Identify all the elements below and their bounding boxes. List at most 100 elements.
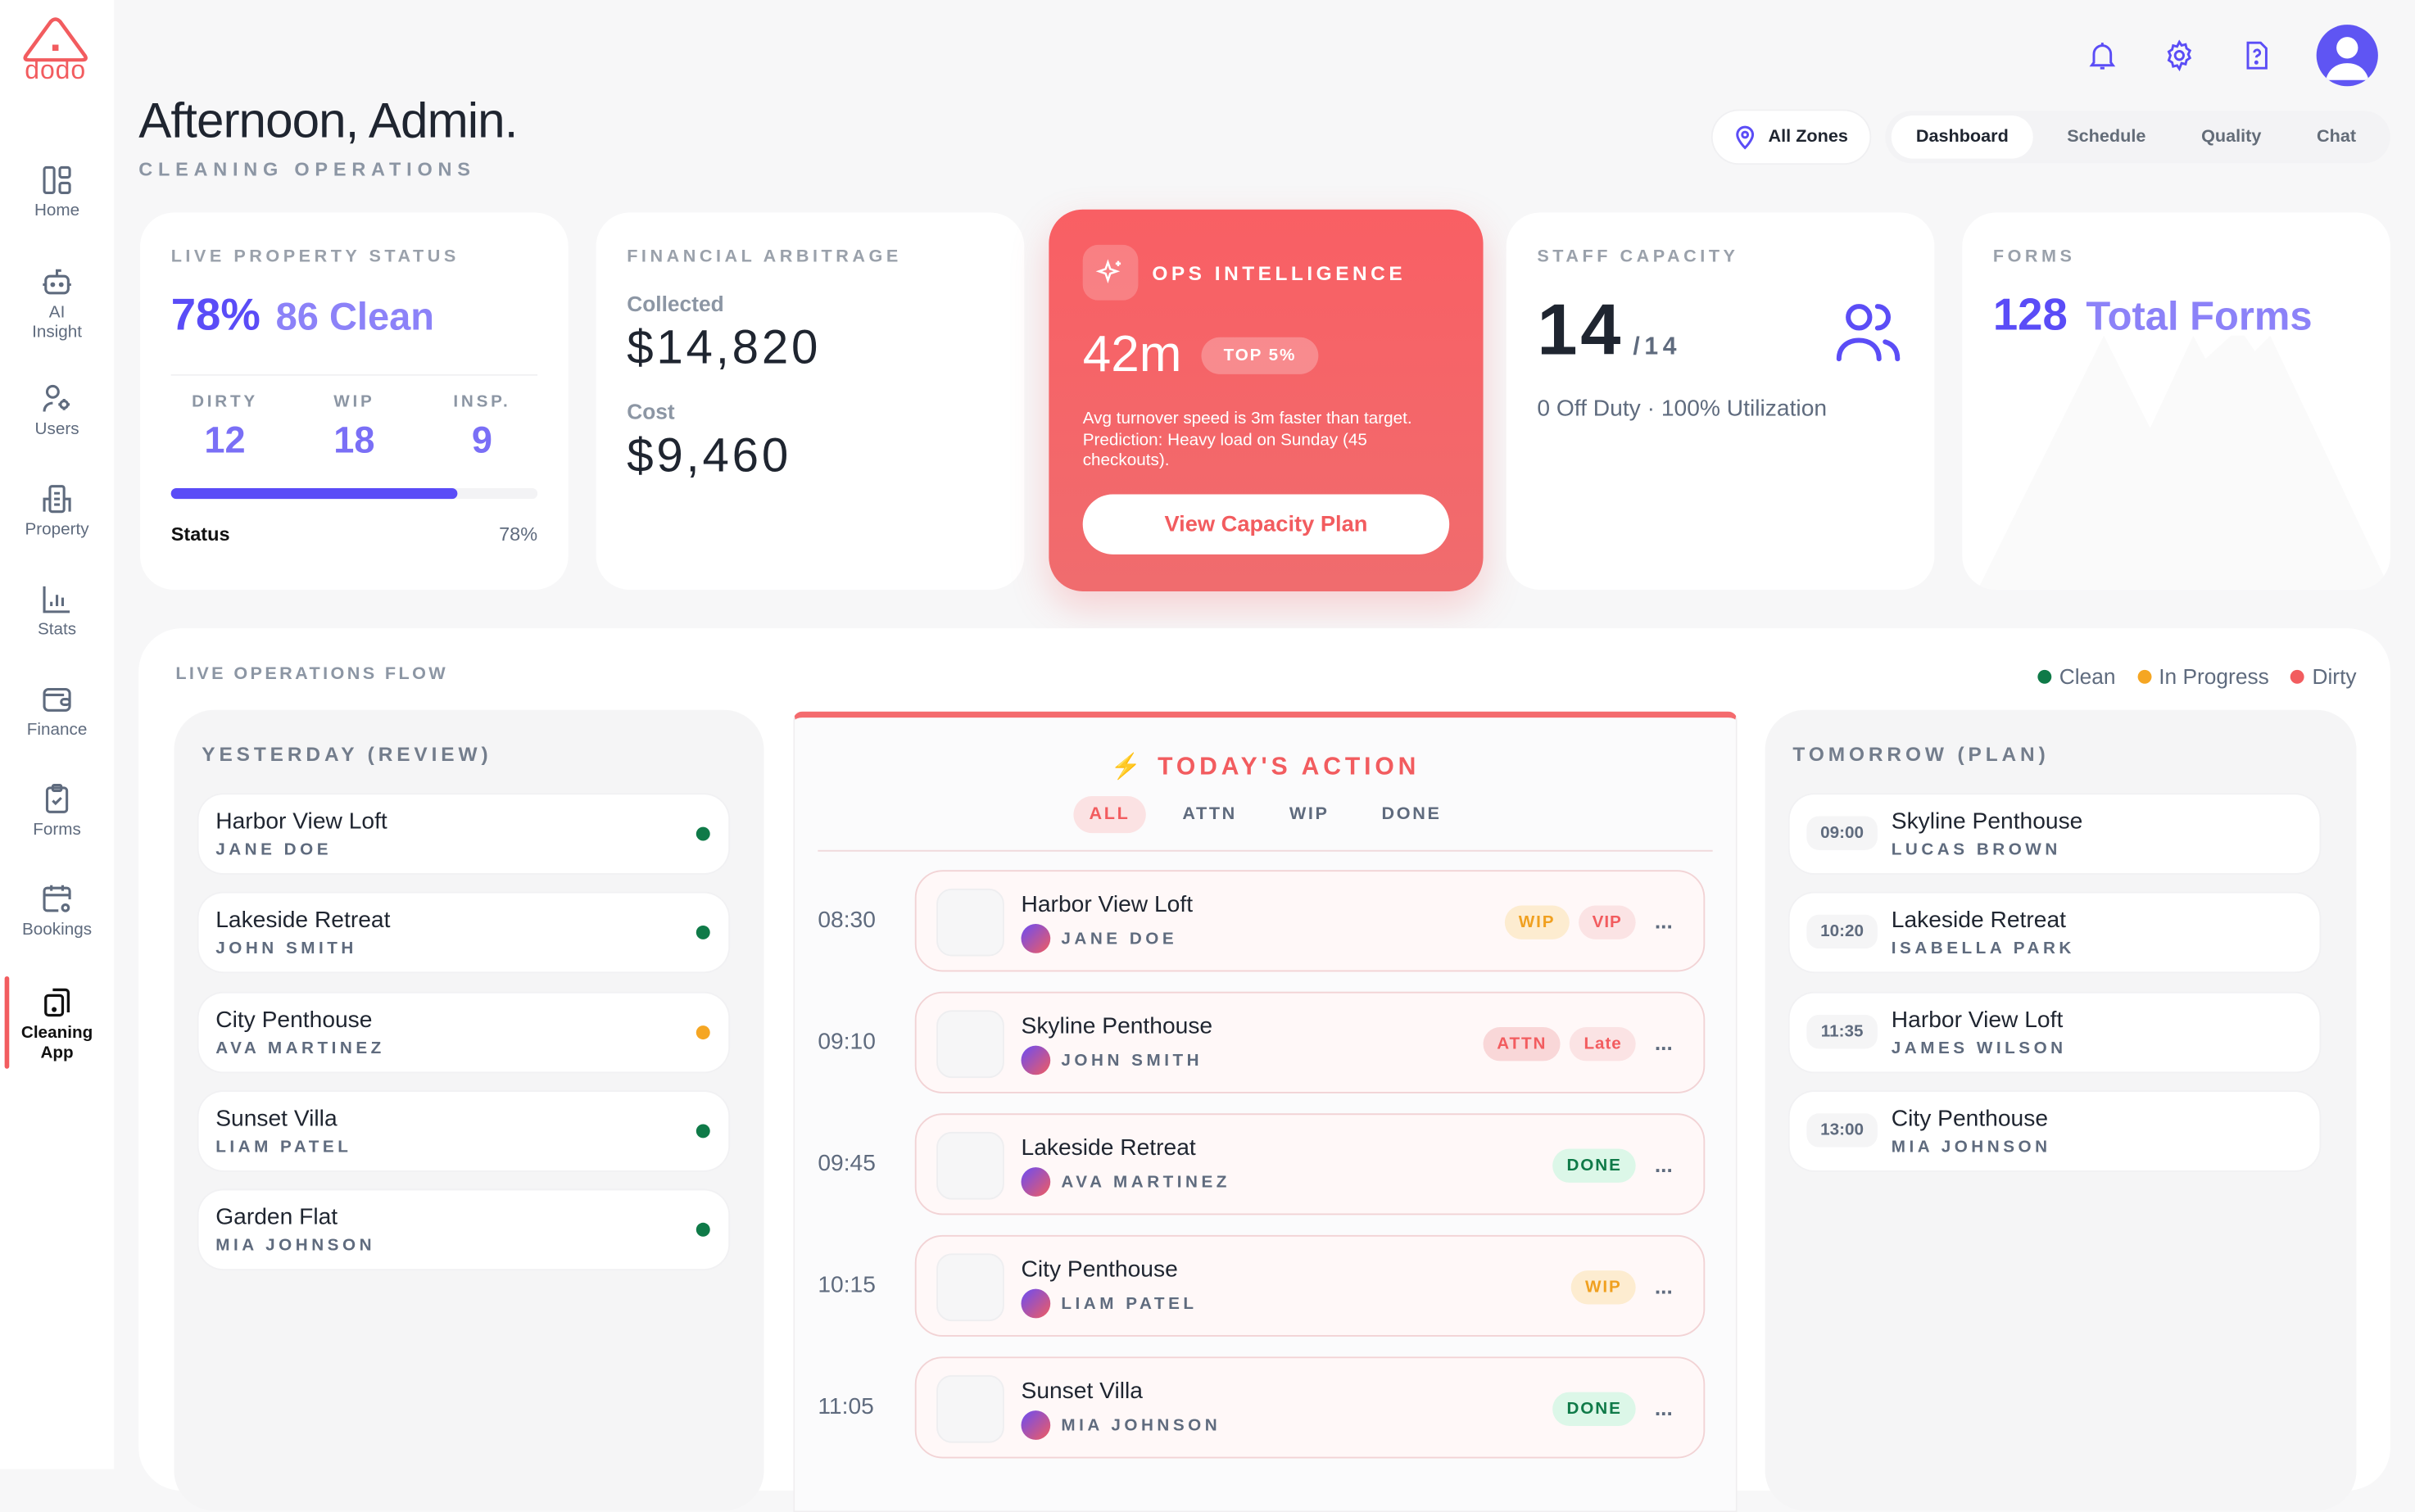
property-thumbnail	[936, 1131, 1004, 1200]
users-icon	[1836, 304, 1901, 362]
staff-total: /14	[1633, 333, 1682, 360]
zone-selector[interactable]: All Zones	[1712, 111, 1870, 164]
status-dot-clean	[696, 1222, 710, 1237]
status-legend: Clean In Progress Dirty	[2037, 663, 2357, 688]
avatar[interactable]	[2316, 25, 2378, 87]
staff-count: 14	[1537, 287, 1624, 370]
tab-chat[interactable]: Chat	[2317, 128, 2357, 147]
stat-dirty: DIRTY 12	[192, 392, 258, 463]
tab-dashboard[interactable]: Dashboard	[1891, 115, 2033, 159]
map-pin-icon	[1736, 125, 1755, 150]
calendar-gear-icon	[43, 885, 71, 912]
list-item[interactable]: 13:00 City Penthouse MIA JOHNSON	[1789, 1091, 2320, 1170]
sidebar-item-home[interactable]: Home	[0, 163, 114, 221]
collected-amount: $14,820	[627, 320, 822, 374]
tab-schedule[interactable]: Schedule	[2067, 128, 2146, 147]
legend-clean: Clean	[2037, 663, 2116, 688]
more-options-button[interactable]: ...	[1654, 1395, 1673, 1420]
filter-wip[interactable]: WIP	[1289, 805, 1330, 824]
more-options-button[interactable]: ...	[1654, 1152, 1673, 1177]
yesterday-column: YESTERDAY (REVIEW) Harbor View Loft JANE …	[174, 709, 764, 1511]
time: 10:15	[818, 1271, 876, 1298]
sidebar-item-users[interactable]: Users	[0, 382, 114, 440]
sidebar-item-finance[interactable]: Finance	[0, 682, 114, 740]
sidebar-item-forms[interactable]: Forms	[0, 782, 114, 840]
list-item[interactable]: Lakeside Retreat JOHN SMITH	[198, 893, 729, 972]
status-dot-clean	[696, 925, 710, 939]
top-icons	[2086, 25, 2378, 87]
rank-badge: TOP 5%	[1201, 337, 1319, 374]
task-card[interactable]: Skyline Penthouse JOHN SMITH ATTN Late ..…	[914, 991, 1706, 1093]
task-card[interactable]: Lakeside Retreat AVA MARTINEZ DONE ...	[914, 1113, 1706, 1215]
more-options-button[interactable]: ...	[1654, 1030, 1673, 1055]
list-item[interactable]: 09:00 Skyline Penthouse LUCAS BROWN	[1789, 794, 2320, 874]
list-item[interactable]: 11:35 Harbor View Loft JAMES WILSON	[1789, 993, 2320, 1072]
list-item[interactable]: 10:20 Lakeside Retreat ISABELLA PARK	[1789, 893, 2320, 972]
task-card[interactable]: City Penthouse LIAM PATEL WIP ...	[914, 1234, 1706, 1337]
list-item[interactable]: Garden Flat MIA JOHNSON	[198, 1190, 729, 1270]
user-avatar-icon	[2325, 37, 2369, 80]
time: 11:05	[818, 1393, 874, 1420]
view-capacity-plan-button[interactable]: View Capacity Plan	[1082, 494, 1450, 555]
tag-done: DONE	[1552, 1148, 1636, 1183]
logo[interactable]: dodo	[19, 16, 93, 93]
forms-label: Total Forms	[2086, 292, 2313, 339]
sidebar: dodo Home AI Insight Users Property Stat…	[0, 0, 115, 1469]
legend-in-progress: In Progress	[2136, 663, 2269, 688]
list-item[interactable]: Harbor View Loft JANE DOE	[198, 794, 729, 874]
sidebar-item-label: Stats	[37, 620, 77, 640]
status-progress-bar	[170, 487, 538, 500]
list-item[interactable]: City Penthouse AVA MARTINEZ	[198, 993, 729, 1072]
sidebar-item-ai-insight[interactable]: AI Insight	[0, 265, 114, 343]
stat-inspection: INSP. 9	[453, 392, 511, 463]
tag-done: DONE	[1552, 1392, 1636, 1426]
wallet-icon	[43, 687, 71, 712]
legend-dirty: Dirty	[2290, 663, 2357, 688]
status-dot-progress	[696, 1025, 710, 1040]
sidebar-item-property[interactable]: Property	[0, 482, 114, 540]
bar-chart-icon	[43, 586, 70, 613]
list-item[interactable]: Sunset Villa LIAM PATEL	[198, 1091, 729, 1170]
collected-label: Collected	[627, 291, 724, 316]
tab-quality[interactable]: Quality	[2201, 128, 2262, 147]
time: 09:45	[818, 1150, 876, 1177]
tomorrow-column: TOMORROW (PLAN) 09:00 Skyline Penthouse LU…	[1765, 709, 2357, 1511]
filter-attn[interactable]: ATTN	[1182, 805, 1237, 824]
card-label: FINANCIAL ARBITRAGE	[627, 247, 902, 267]
sidebar-item-stats[interactable]: Stats	[0, 582, 114, 641]
avatar	[1021, 1045, 1051, 1075]
status-dot-clean	[696, 1124, 710, 1139]
tag-wip: WIP	[1571, 1270, 1636, 1305]
sidebar-item-label: Forms	[33, 821, 81, 840]
task-card[interactable]: Sunset Villa MIA JOHNSON DONE ...	[914, 1356, 1706, 1459]
sidebar-item-label: Cleaning App	[20, 1024, 93, 1063]
house-logo-icon	[23, 17, 88, 62]
filter-all[interactable]: ALL	[1073, 796, 1146, 834]
sparkle-icon-box	[1082, 244, 1139, 301]
more-options-button[interactable]: ...	[1654, 908, 1673, 934]
task-card[interactable]: Harbor View Loft JANE DOE WIP VIP ...	[914, 870, 1706, 972]
divider	[818, 849, 1713, 852]
tag-vip: VIP	[1578, 905, 1636, 939]
tag-wip: WIP	[1504, 905, 1570, 939]
sidebar-item-bookings[interactable]: Bookings	[0, 882, 114, 940]
time: 08:30	[818, 907, 876, 934]
card-label: STAFF CAPACITY	[1537, 247, 1739, 267]
property-thumbnail	[936, 888, 1004, 957]
time: 09:10	[818, 1028, 876, 1055]
building-icon	[43, 485, 71, 514]
bell-icon[interactable]	[2086, 38, 2119, 72]
gear-icon[interactable]	[2163, 38, 2196, 72]
mountain-illustration	[1978, 335, 2390, 591]
sidebar-item-cleaning-app[interactable]: Cleaning App	[0, 976, 114, 1069]
action-filters: ALL ATTN WIP DONE	[795, 796, 1736, 834]
live-property-status-card: LIVE PROPERTY STATUS 78% 86 Clean DIRTY …	[140, 212, 569, 591]
help-doc-icon[interactable]	[2240, 38, 2273, 72]
status-dot-clean	[696, 826, 710, 841]
more-options-button[interactable]: ...	[1654, 1273, 1673, 1298]
filter-done[interactable]: DONE	[1381, 805, 1442, 824]
sidebar-item-label: Home	[34, 201, 80, 220]
property-thumbnail	[936, 1253, 1004, 1322]
table-row: 10:15 City Penthouse LIAM PATEL WIP ...	[795, 1234, 1739, 1340]
forms-card: FORMS 128 Total Forms	[1962, 212, 2390, 591]
